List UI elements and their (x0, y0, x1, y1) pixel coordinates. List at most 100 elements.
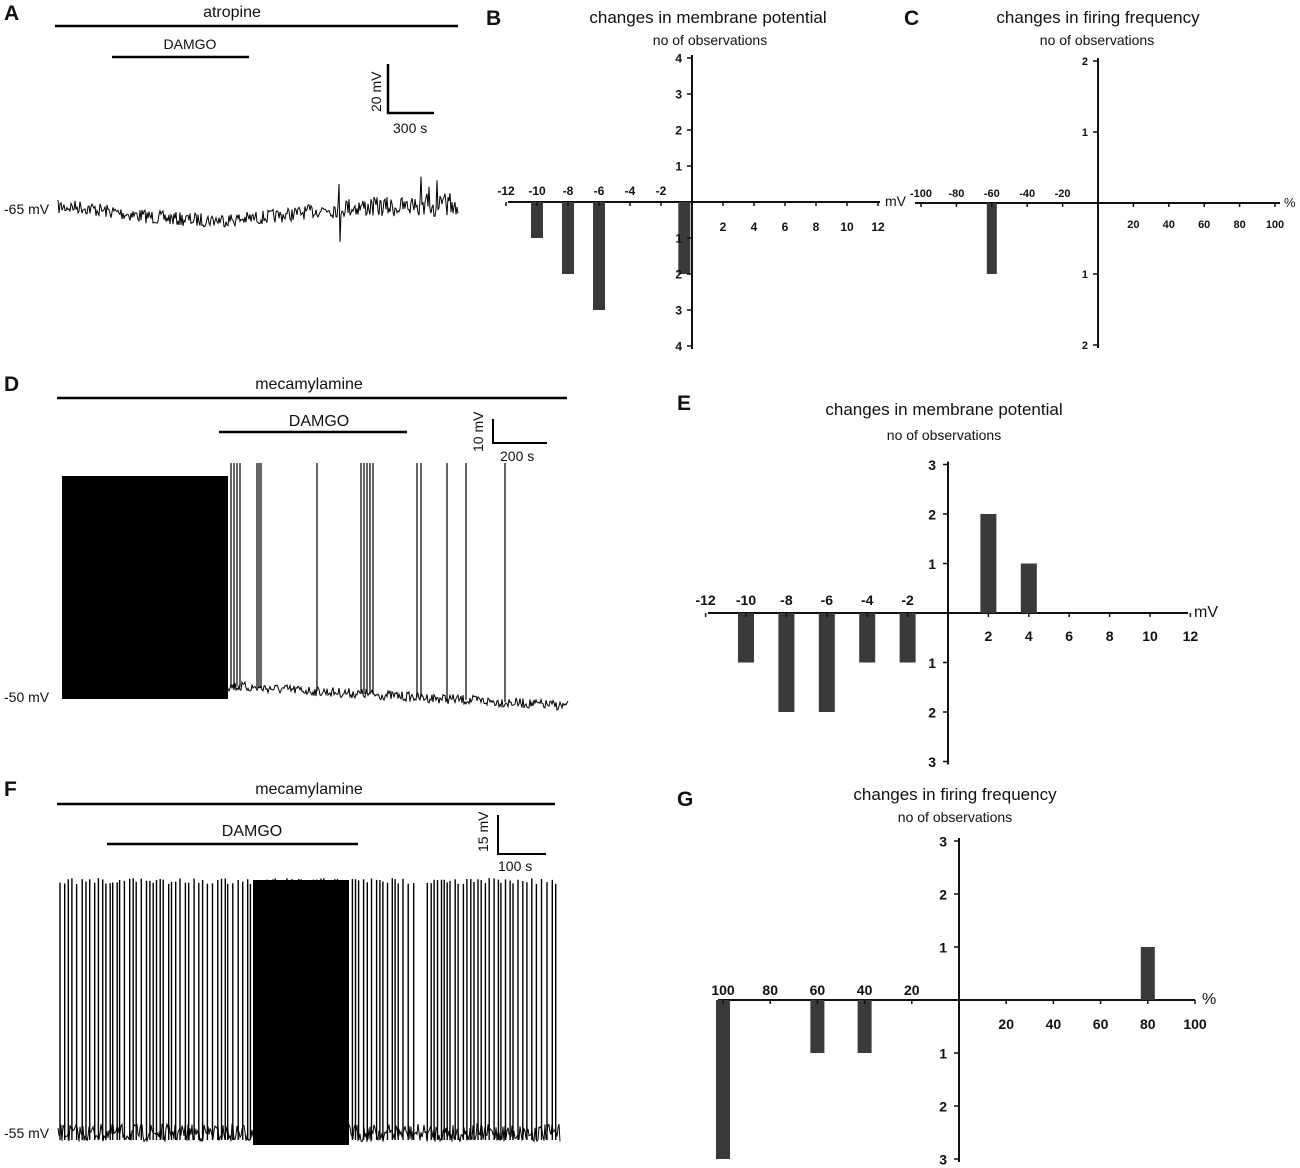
x-tick-label-10: 10 (840, 220, 854, 234)
y-tick-label-down-1: 1 (928, 655, 936, 671)
y-tick-label-down-3: 3 (939, 1151, 947, 1167)
y-tick-label-up-3: 3 (928, 457, 936, 473)
x-tick-label-3: -6 (821, 592, 834, 608)
panel-label-f: F (4, 778, 17, 801)
x-tick-label-5: -2 (901, 592, 914, 608)
chart-g: 100 80 60 40 20 20 40 60 80 100 1 1 2 2 3 3% (711, 833, 1216, 1167)
x-tick-label-2: -8 (563, 184, 574, 198)
scale-v-a: 20 mV (368, 71, 384, 112)
chart-b-subtitle: no of observations (653, 32, 767, 48)
chart-c-title: changes in firing frequency (996, 8, 1200, 27)
x-tick-label-1: -80 (948, 188, 964, 200)
x-tick-label-7: 4 (1025, 628, 1033, 644)
x-tick-label-9: 100 (1266, 219, 1284, 231)
atropine-label: atropine (203, 4, 261, 21)
x-tick-label-0: -12 (695, 592, 715, 608)
mecamylamine-label-d: mecamylamine (255, 376, 363, 393)
scale-bar-d (492, 419, 547, 444)
x-tick-label-9: 100 (1183, 1016, 1207, 1032)
damgo-label-a: DAMGO (164, 36, 217, 52)
panel-label-b: B (486, 7, 501, 30)
x-tick-label-6: 40 (1046, 1016, 1062, 1032)
x-tick-label-6: 2 (720, 220, 727, 234)
x-tick-label-5: 20 (998, 1016, 1014, 1032)
y-tick-label-down-4: 4 (675, 340, 682, 354)
bar-1 (562, 202, 574, 274)
x-unit: mV (1194, 604, 1218, 621)
y-tick-label-down-1: 1 (1082, 269, 1088, 281)
bar-6 (1020, 563, 1037, 613)
x-unit: % (1284, 195, 1296, 210)
x-tick-label-2: -60 (984, 188, 1000, 200)
y-tick-label-down-3: 3 (928, 754, 936, 770)
x-tick-label-2: 60 (810, 982, 826, 998)
x-tick-label-0: -100 (910, 188, 932, 200)
x-tick-label-4: -20 (1055, 188, 1071, 200)
bar-1 (778, 613, 795, 712)
bar-0 (738, 613, 754, 663)
y-tick-label-up-1: 1 (675, 160, 682, 174)
scale-t-d: 200 s (500, 448, 534, 464)
panel-label-d: D (4, 373, 19, 396)
y-tick-label-down-1: 1 (939, 1045, 947, 1061)
x-tick-label-6: 2 (985, 628, 993, 644)
chart-e-title: changes in membrane potential (825, 400, 1062, 419)
mecamylamine-label-f: mecamylamine (255, 781, 363, 798)
y-tick-label-up-1: 1 (928, 556, 936, 572)
y-tick-label-down-2: 2 (1082, 340, 1088, 352)
y-tick-label-up-1: 1 (939, 939, 947, 955)
baseline-f: -55 mV (4, 1125, 50, 1141)
bar-0 (716, 1000, 730, 1159)
x-tick-label-0: 100 (711, 982, 735, 998)
bar-0 (531, 202, 543, 238)
chart-e-subtitle: no of observations (887, 427, 1001, 443)
x-tick-label-7: 4 (751, 220, 758, 234)
panel-label-a: A (4, 2, 19, 25)
y-tick-label-up-1: 1 (1082, 127, 1088, 139)
chart-g-title: changes in firing frequency (853, 785, 1057, 804)
scale-t-a: 300 s (393, 120, 427, 136)
x-tick-label-4: 20 (904, 982, 920, 998)
x-tick-label-1: -10 (528, 184, 546, 198)
y-tick-label-up-2: 2 (1082, 56, 1088, 68)
x-tick-label-6: 40 (1163, 219, 1175, 231)
y-tick-label-up-2: 2 (939, 886, 947, 902)
x-tick-label-1: -10 (736, 592, 756, 608)
spikes-d (230, 463, 506, 703)
scale-bar-f (497, 815, 546, 855)
y-tick-label-down-1: 1 (675, 232, 682, 246)
scale-v-d: 10 mV (470, 411, 486, 452)
bar-0 (986, 203, 997, 274)
y-tick-label-up-2: 2 (675, 124, 682, 138)
x-tick-label-7: 60 (1198, 219, 1210, 231)
bar-3 (678, 202, 691, 274)
chart-g-subtitle: no of observations (898, 809, 1012, 825)
x-tick-label-8: 6 (1065, 628, 1073, 644)
y-tick-label-down-2: 2 (675, 268, 682, 282)
x-tick-label-4: -4 (861, 592, 874, 608)
damgo-label-d: DAMGO (289, 413, 349, 430)
bar-2 (818, 613, 835, 712)
bar-2 (593, 202, 605, 310)
voltage-trace-d (227, 680, 569, 711)
bar-5 (980, 514, 997, 613)
x-tick-label-8: 6 (782, 220, 789, 234)
x-tick-label-9: 8 (813, 220, 820, 234)
x-tick-label-8: 80 (1233, 219, 1245, 231)
panel-label-c: C (904, 7, 919, 30)
scale-bar-a (386, 64, 434, 115)
chart-c: -100 -80 -60 -40 -20 20 40 60 80 100 1 1 2 2% (910, 56, 1296, 352)
x-tick-label-5: -2 (656, 184, 667, 198)
voltage-trace-a (57, 176, 459, 243)
scale-v-f: 15 mV (475, 811, 491, 852)
x-tick-label-11: 12 (871, 220, 885, 234)
y-tick-label-up-3: 3 (939, 833, 947, 849)
bar-1 (810, 1000, 825, 1053)
y-tick-label-up-4: 4 (675, 52, 682, 66)
baseline-d: -50 mV (4, 689, 50, 705)
x-tick-label-3: -40 (1019, 188, 1035, 200)
burst-block-d (62, 476, 228, 699)
